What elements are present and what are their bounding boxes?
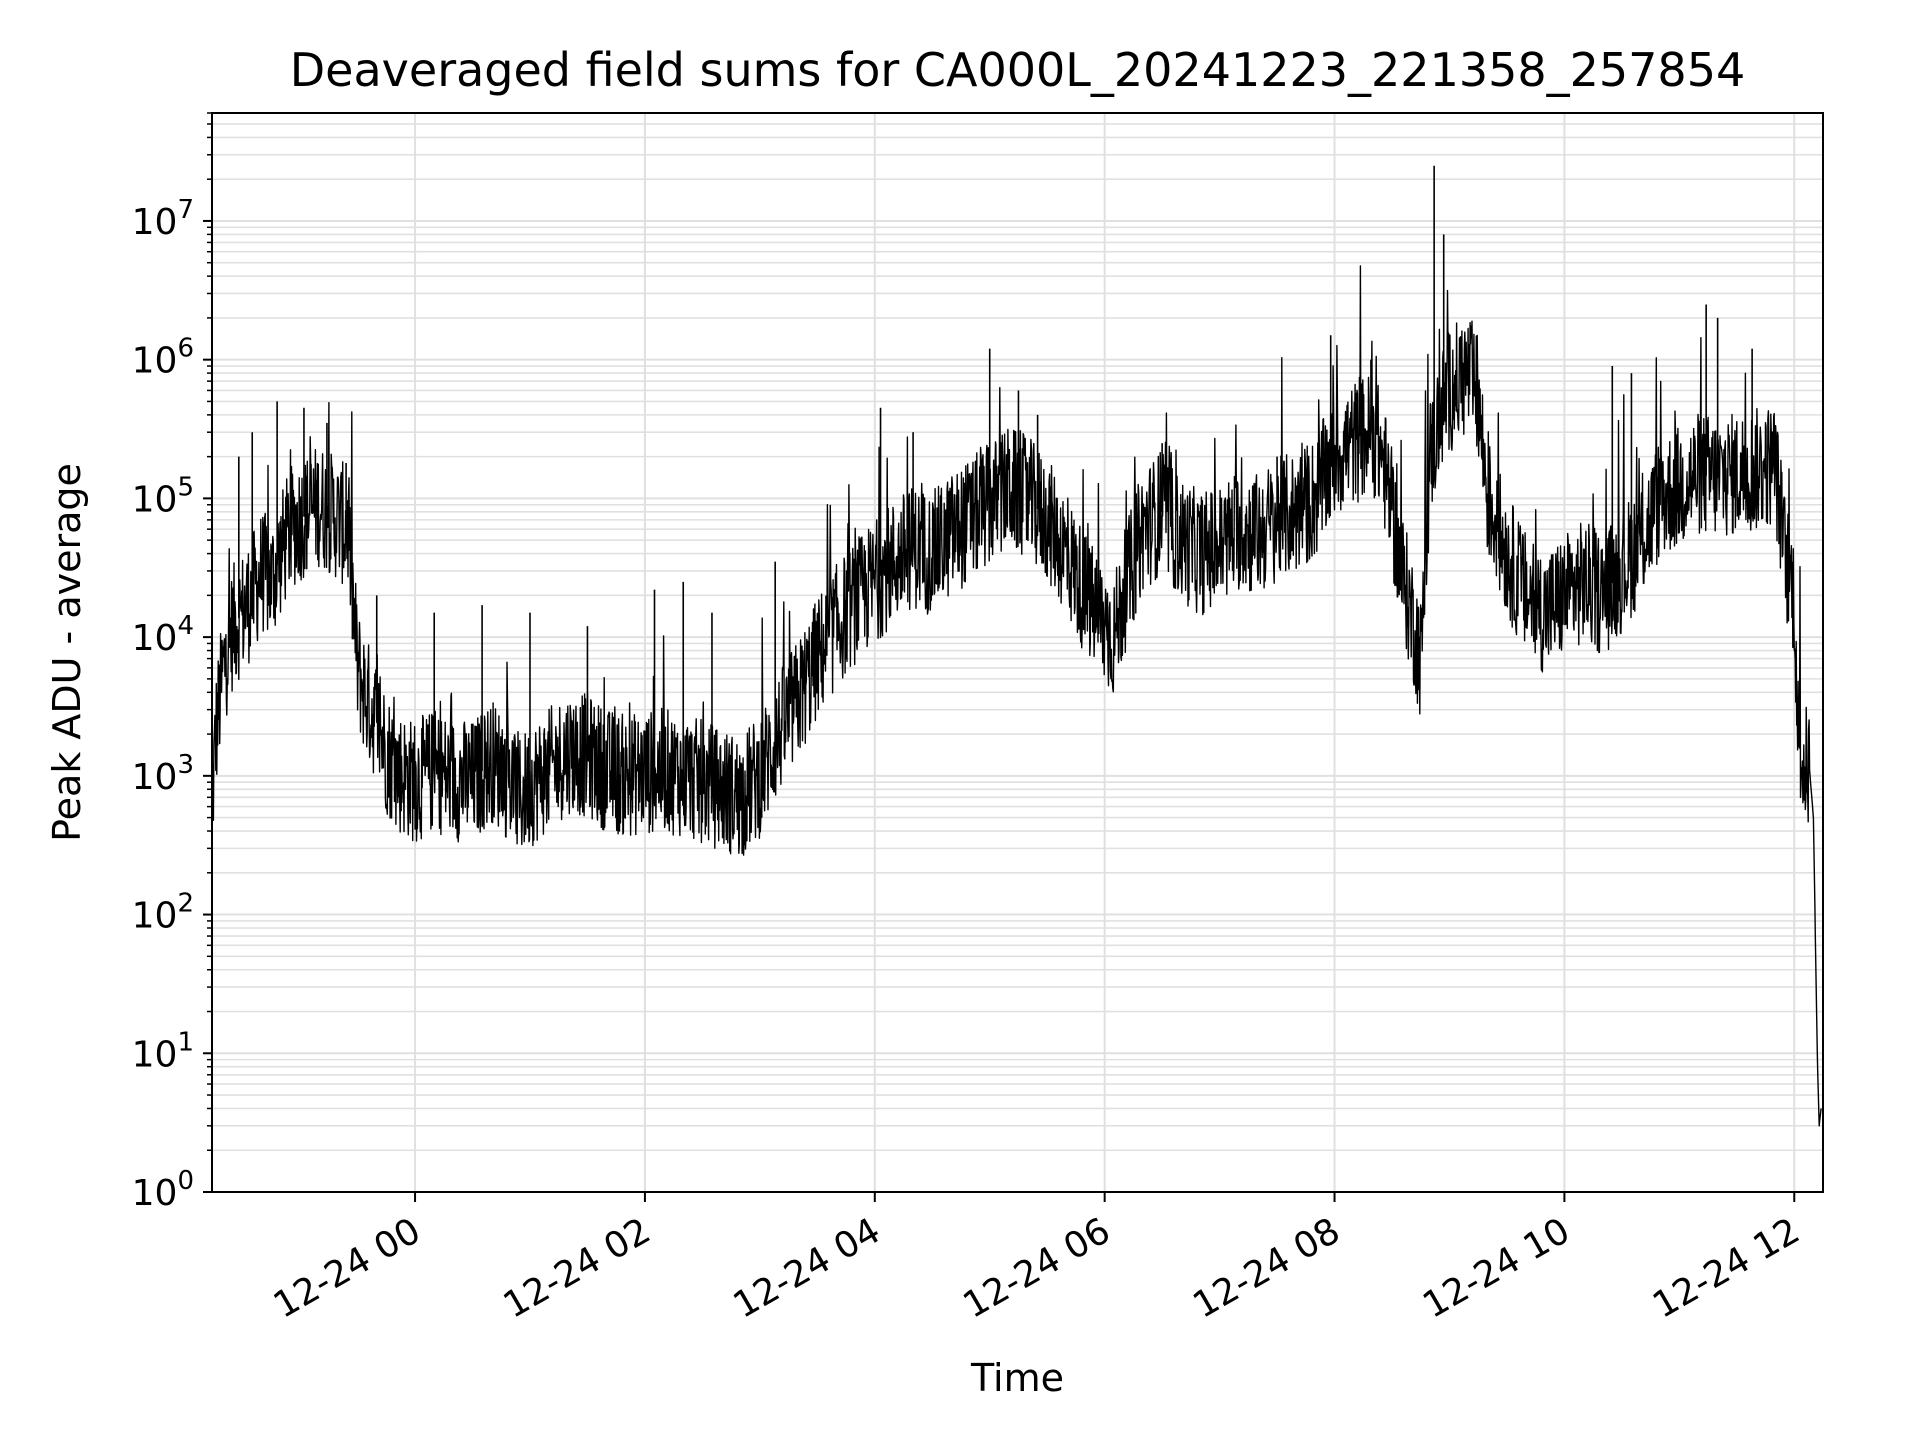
y-tick-label: 107 [132,195,194,243]
y-tick-label: 101 [132,1027,194,1075]
y-tick-label: 104 [132,611,194,659]
y-tick-label: 105 [132,472,194,520]
series-layer [211,165,1822,1127]
y-tick-label: 103 [132,750,194,798]
series-line [211,265,1822,1127]
y-tick-label: 106 [132,334,194,382]
x-axis-label: Time [970,1356,1064,1400]
y-tick-label: 100 [132,1166,194,1214]
chart-title: Deaveraged field sums for CA000L_2024122… [290,43,1745,97]
grid [212,112,1823,1193]
y-tick-label: 102 [132,889,194,937]
y-axis-label: Peak ADU - average [45,463,89,842]
plot-frame [211,112,1824,1193]
